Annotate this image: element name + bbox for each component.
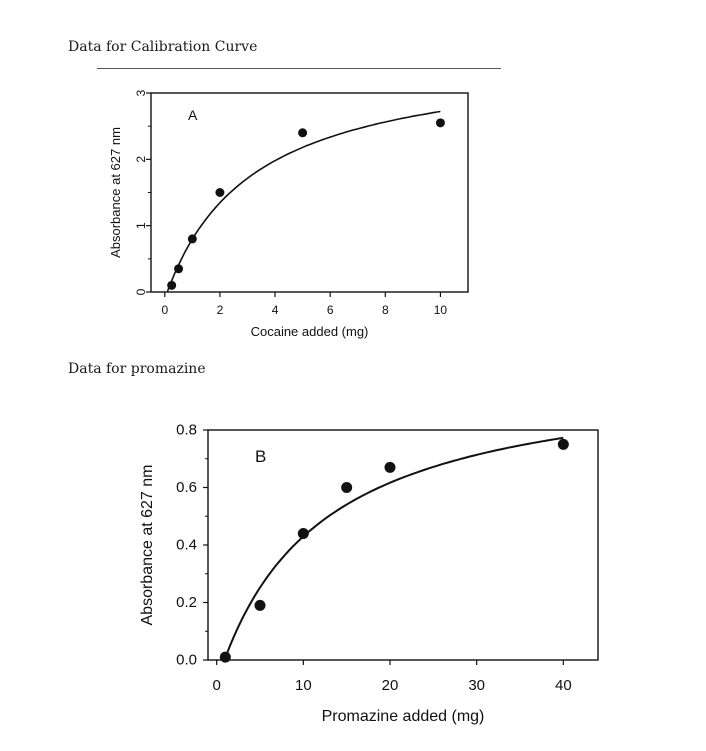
x-tick-label: 2: [217, 303, 224, 317]
chart-b-promazine: 0 10 20 30 40 0.0 0.2 0.4 0.6 0.8 Promazine added …: [139, 422, 599, 725]
y-tick-label: 0.8: [176, 422, 197, 439]
y-tick-label: 0.2: [176, 594, 197, 611]
x-tick-label: 10: [295, 677, 312, 694]
fit-curve: [224, 436, 564, 659]
data-point: [215, 188, 225, 197]
x-axis-label: Promazine added (mg): [322, 708, 485, 725]
x-tick-label: 10: [434, 303, 448, 317]
x-tick-label: 0: [212, 677, 220, 694]
y-tick-label: 2: [134, 156, 148, 163]
data-point: [557, 438, 569, 450]
x-axis-label: Cocaine added (mg): [251, 324, 369, 339]
x-tick-label: 8: [382, 303, 389, 317]
y-tick-label: 0: [134, 288, 148, 295]
y-tick-label: 3: [134, 89, 148, 96]
x-tick-label: 6: [327, 303, 334, 317]
promazine-heading: Data for promazine: [68, 361, 206, 377]
x-tick-label: 4: [272, 303, 279, 317]
data-point: [254, 599, 266, 611]
data-point: [435, 118, 445, 128]
data-point: [298, 128, 308, 138]
y-tick-label: 0.6: [176, 479, 197, 496]
chart-a-cocaine: 0 2 4 6 8 10 0 1 2 3 Cocaine added (mg) Absorbance …: [108, 89, 469, 339]
data-point: [341, 482, 353, 493]
plot-frame: [150, 92, 469, 293]
data-point: [174, 264, 184, 274]
fit-curve: [166, 110, 441, 292]
panel-label: A: [188, 107, 198, 123]
data-point: [219, 651, 231, 663]
heading-divider: [97, 68, 501, 69]
plot-frame: [207, 429, 599, 661]
x-tick-label: 20: [382, 677, 399, 694]
y-axis-label: Absorbance at 627 nm: [108, 127, 123, 258]
data-point: [167, 280, 177, 290]
y-tick-label: 0.0: [176, 652, 197, 669]
y-tick-label: 0.4: [176, 537, 197, 554]
calibration-curve-heading: Data for Calibration Curve: [68, 39, 258, 55]
y-tick-label: 1: [134, 222, 148, 229]
y-axis-label: Absorbance at 627 nm: [139, 465, 156, 626]
data-point: [297, 528, 309, 539]
data-point: [187, 234, 197, 244]
x-tick-label: 30: [468, 677, 485, 694]
x-tick-label: 0: [161, 303, 168, 317]
panel-label: B: [255, 447, 266, 466]
x-tick-label: 40: [555, 677, 572, 694]
data-point: [384, 461, 396, 473]
